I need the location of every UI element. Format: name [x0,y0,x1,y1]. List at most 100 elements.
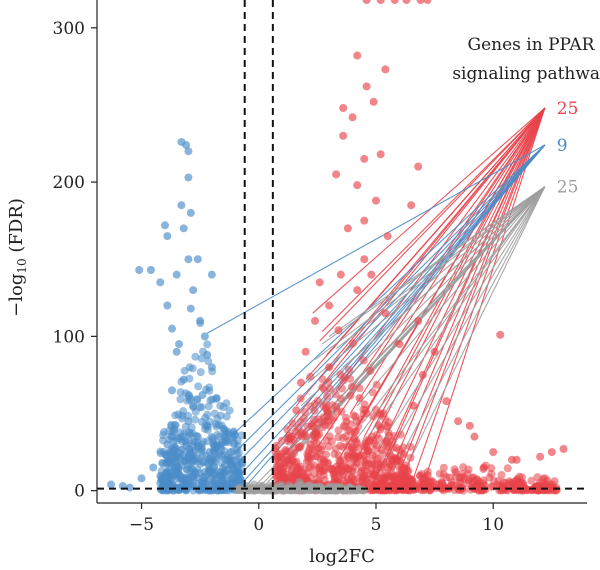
data-point [496,330,505,339]
data-point [396,430,405,439]
data-point [336,270,345,279]
data-point [414,316,423,325]
data-point [199,347,208,356]
data-point [163,301,172,310]
data-point [188,364,197,373]
connector-line [295,107,546,407]
data-point [197,403,206,412]
data-point [193,255,202,264]
data-point [160,221,169,230]
connector-line [307,186,546,384]
data-point [379,409,388,418]
data-point [336,370,345,379]
data-point [395,340,404,349]
data-point [168,324,177,333]
data-point [179,224,188,233]
data-point [290,471,299,480]
y-tick-label: 300 [53,19,85,39]
data-point [381,309,390,318]
data-point [439,484,448,493]
data-point [202,451,211,460]
data-point [356,415,365,424]
data-point [341,432,350,441]
data-point [376,150,385,159]
data-point [325,301,334,310]
data-point [299,414,308,423]
data-point [205,386,214,395]
data-point [383,232,392,241]
data-point [189,286,198,295]
data-point [355,394,364,403]
data-point [174,468,183,477]
data-point [315,463,324,472]
data-point [315,278,324,287]
data-point [371,196,380,205]
data-point [310,437,319,446]
data-point [135,266,144,275]
data-point [175,340,184,349]
data-point [321,404,330,413]
data-point [362,82,371,91]
data-point [176,461,185,470]
data-point [301,347,310,356]
data-point [367,464,376,473]
data-point [184,173,193,182]
data-point [339,443,348,452]
data-point [364,446,373,455]
data-point [319,457,328,466]
data-point [331,473,340,482]
data-point [362,0,371,4]
connector-line [314,186,546,360]
data-point [196,319,205,328]
data-point [211,420,220,429]
data-point [164,458,173,467]
data-point [390,0,399,4]
data-point [536,452,545,461]
data-point [327,464,336,473]
data-point [210,409,219,418]
data-point [191,352,200,361]
data-point [161,450,170,459]
connector-line [328,186,546,417]
data-point [465,476,474,485]
data-point [335,464,344,473]
data-point [442,397,451,406]
data-point [331,444,340,453]
data-point [353,181,362,190]
data-point [146,266,155,275]
data-point [280,474,289,483]
data-point [258,486,267,495]
y-tick-label: 0 [74,482,85,502]
connector-line [234,144,546,453]
connector-line [363,186,546,422]
data-point [230,438,239,447]
data-point [182,454,191,463]
data-point [439,463,448,472]
data-point [186,208,195,217]
data-point [199,437,208,446]
data-point [366,366,375,375]
data-point [203,340,212,349]
data-point [306,372,315,381]
data-point [178,474,187,483]
data-point [204,402,213,411]
data-point [208,395,217,404]
data-point [203,421,212,430]
data-point [182,141,191,150]
data-point [275,464,284,473]
data-point [325,486,334,495]
x-tick-label: 10 [482,515,504,535]
data-point [407,479,416,488]
data-point [156,278,165,287]
data-point [487,469,496,478]
data-point [414,162,423,171]
data-point [348,113,357,122]
data-point [346,374,355,383]
data-point [225,406,234,415]
y-tick-label: 200 [53,173,85,193]
data-point [306,402,315,411]
connector-line [356,186,546,407]
data-point [362,456,371,465]
